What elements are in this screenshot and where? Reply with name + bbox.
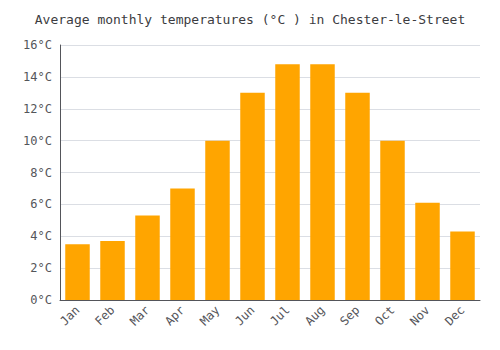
svg-text:10°C: 10°C — [23, 134, 52, 148]
svg-text:4°C: 4°C — [30, 229, 52, 243]
svg-text:2°C: 2°C — [30, 261, 52, 275]
svg-text:Average monthly temperatures (: Average monthly temperatures (°C ) in Ch… — [35, 12, 465, 27]
svg-text:6°C: 6°C — [30, 197, 52, 211]
svg-text:Oct: Oct — [372, 303, 397, 328]
svg-text:Aug: Aug — [302, 303, 327, 328]
svg-text:Jun: Jun — [232, 303, 257, 328]
svg-text:12°C: 12°C — [23, 102, 52, 116]
svg-text:Apr: Apr — [162, 303, 187, 328]
svg-text:Jul: Jul — [267, 303, 292, 328]
svg-text:Nov: Nov — [407, 303, 432, 328]
svg-text:Feb: Feb — [92, 303, 117, 328]
svg-text:Jan: Jan — [57, 303, 82, 328]
svg-text:8°C: 8°C — [30, 166, 52, 180]
svg-text:0°C: 0°C — [30, 293, 52, 307]
svg-text:14°C: 14°C — [23, 70, 52, 84]
svg-text:Mar: Mar — [127, 303, 152, 328]
svg-text:16°C: 16°C — [23, 38, 52, 52]
svg-text:Dec: Dec — [442, 303, 467, 328]
svg-text:Sep: Sep — [337, 303, 362, 328]
svg-text:May: May — [197, 303, 222, 328]
